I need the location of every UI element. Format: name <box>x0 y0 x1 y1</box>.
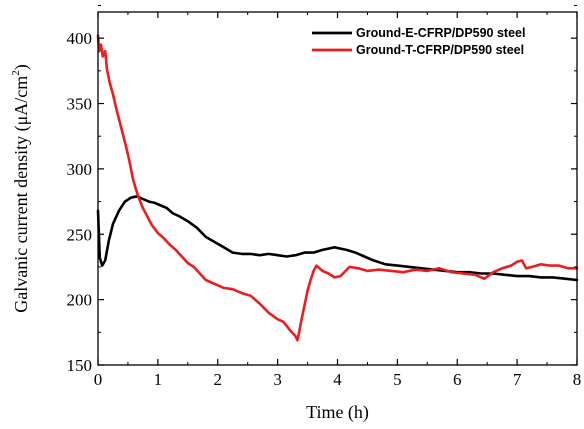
x-tick-label: 0 <box>94 370 103 389</box>
x-tick-label: 7 <box>513 370 522 389</box>
x-tick-label: 2 <box>214 370 223 389</box>
y-ticks: 150 200 250 300 350 400 <box>67 4 577 375</box>
y-tick-label: 150 <box>67 356 93 375</box>
series-line-2 <box>96 34 579 342</box>
legend-label-2: Ground-T-CFRP/DP590 steel <box>356 43 524 57</box>
y-axis-title: Galvanic current density (μA/cm2) <box>10 64 32 313</box>
x-tick-label: 5 <box>393 370 402 389</box>
y-tick-label: 350 <box>67 95 93 114</box>
x-tick-label: 1 <box>154 370 163 389</box>
y-tick-label: 300 <box>67 160 93 179</box>
plot-frame <box>97 11 578 366</box>
x-axis-title: Time (h) <box>306 402 369 423</box>
y-tick-label: 250 <box>67 225 93 244</box>
y-axis-title-main: Galvanic current density (μA/cm <box>11 76 32 313</box>
x-ticks: 0 1 2 3 4 5 6 7 8 <box>94 12 582 389</box>
x-tick-label: 4 <box>333 370 342 389</box>
plot-lines <box>96 34 579 342</box>
x-tick-label: 8 <box>573 370 582 389</box>
y-tick-label: 200 <box>67 291 93 310</box>
y-axis-title-close: ) <box>11 64 32 70</box>
y-axis-title-superscript: 2 <box>10 70 22 76</box>
legend: Ground-E-CFRP/DP590 steel Ground-T-CFRP/D… <box>312 26 525 57</box>
y-tick-label: 400 <box>67 29 93 48</box>
x-tick-label: 3 <box>273 370 282 389</box>
legend-label-1: Ground-E-CFRP/DP590 steel <box>356 26 525 40</box>
x-tick-label: 6 <box>453 370 462 389</box>
